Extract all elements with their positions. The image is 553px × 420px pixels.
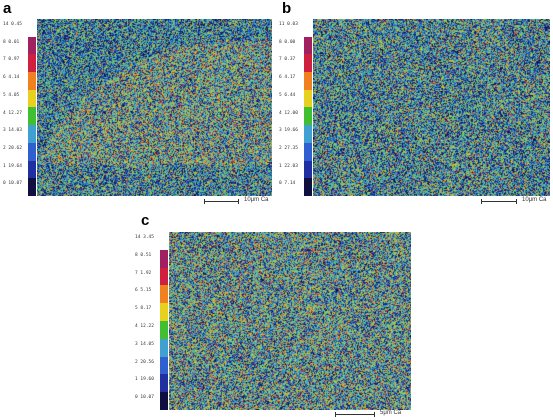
legend-entry: 7 0.97 xyxy=(3,57,20,63)
panel-letter: c xyxy=(141,212,150,229)
colorbar xyxy=(28,19,36,196)
legend-entry: 11 0.03 xyxy=(279,22,298,27)
legend-entry: 2 20.62 xyxy=(3,145,22,151)
legend-entry: 14 0.45 xyxy=(3,22,22,27)
legend-entry: 14 3.45 xyxy=(135,235,154,240)
colorbar xyxy=(304,19,312,196)
legend-entry: 4 12.27 xyxy=(3,110,22,116)
scale-label: 5μm Ca xyxy=(380,410,402,416)
scale-bar xyxy=(204,198,239,204)
legend-entry: 0 10.07 xyxy=(3,181,22,187)
legend-entry: 8 0.00 xyxy=(279,39,296,45)
panel-letter: b xyxy=(282,0,292,17)
legend-entry: 8 0.01 xyxy=(3,39,20,45)
element-map xyxy=(313,19,550,196)
legend-entry: 3 14.05 xyxy=(135,341,154,347)
legend-entry: 6 5.15 xyxy=(135,288,152,294)
legend-entry: 2 27.35 xyxy=(279,145,298,151)
scale-label: 10μm Ca xyxy=(244,197,269,203)
legend-entry: 7 0.37 xyxy=(279,57,296,63)
colorbar xyxy=(160,232,168,410)
legend-entry: 5 4.05 xyxy=(3,92,20,98)
legend-entry: 7 1.92 xyxy=(135,270,152,276)
legend-entry: 0 10.07 xyxy=(135,395,154,401)
legend-entry: 1 19.64 xyxy=(3,163,22,169)
legend-entry: 1 22.03 xyxy=(279,163,298,169)
legend-entry: 6 4.14 xyxy=(3,75,20,81)
element-map xyxy=(37,19,272,196)
legend-entry: 6 4.17 xyxy=(279,75,296,81)
legend-entry: 3 14.03 xyxy=(3,128,22,134)
legend-entry: 5 8.17 xyxy=(135,306,152,312)
legend-entry: 4 12.00 xyxy=(279,110,298,116)
scale-bar xyxy=(335,411,375,417)
element-map xyxy=(169,232,411,410)
legend-entry: 2 20.56 xyxy=(135,359,154,365)
legend-entry: 5 6.44 xyxy=(279,92,296,98)
panel-letter: a xyxy=(3,0,12,17)
scale-label: 10μm Ca xyxy=(522,197,547,203)
legend-entry: 8 0.51 xyxy=(135,252,152,258)
scale-bar xyxy=(481,198,517,204)
legend-entry: 1 19.60 xyxy=(135,377,154,383)
legend-entry: 3 19.66 xyxy=(279,128,298,134)
legend-entry: 4 12.22 xyxy=(135,324,154,329)
legend-entry: 0 7.14 xyxy=(279,181,296,187)
